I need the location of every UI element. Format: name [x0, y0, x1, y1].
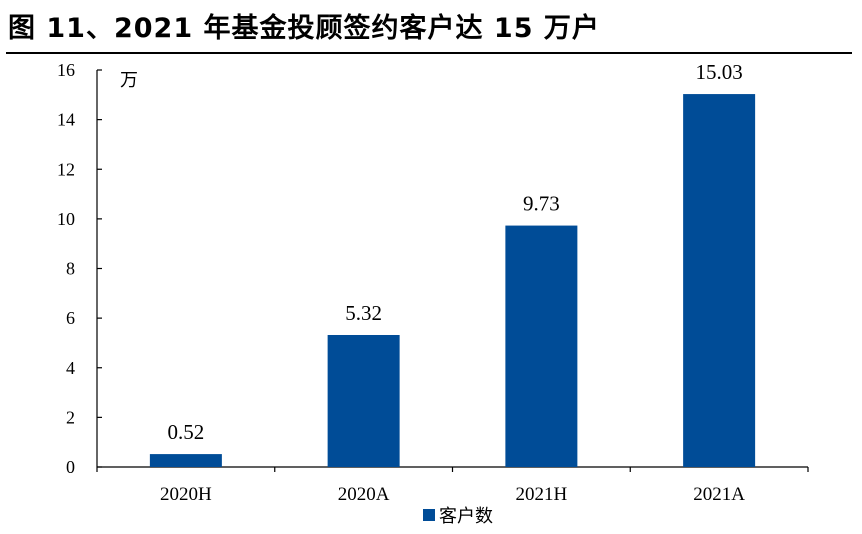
y-axis-ticks: 0 2 4 6 8 10 12 14 16 — [57, 60, 102, 477]
y-tick-label: 14 — [57, 110, 75, 130]
y-tick-label: 0 — [66, 457, 75, 477]
x-tick-label: 2021A — [693, 484, 745, 505]
data-label-2020A: 5.32 — [345, 301, 382, 325]
y-tick-label: 16 — [57, 60, 75, 80]
bar-2020H — [149, 454, 222, 467]
y-tick-label: 4 — [66, 358, 75, 378]
data-labels: 0.52 5.32 9.73 15.03 — [168, 60, 743, 444]
page-title: 图 11、2021 年基金投顾签约客户达 15 万户 — [8, 13, 600, 44]
y-tick-label: 2 — [66, 407, 75, 427]
title-divider — [6, 52, 852, 54]
y-tick-label: 10 — [57, 209, 75, 229]
x-tick-label: 2020A — [338, 484, 390, 505]
data-label-2021A: 15.03 — [696, 60, 743, 84]
bar-2021A — [683, 94, 756, 468]
legend: 客户数 — [423, 506, 493, 527]
y-unit-label: 万 — [120, 70, 138, 91]
x-tick-label: 2021H — [516, 484, 568, 505]
bar-series — [149, 94, 756, 468]
bar-2021H — [505, 225, 578, 467]
y-tick-label: 6 — [66, 308, 75, 328]
x-axis-labels: 2020H 2020A 2021H 2021A — [96, 467, 809, 505]
legend-swatch — [423, 509, 435, 521]
legend-label: 客户数 — [439, 506, 493, 527]
y-tick-label: 12 — [57, 159, 75, 179]
data-label-2020H: 0.52 — [168, 420, 205, 444]
data-label-2021H: 9.73 — [523, 192, 560, 216]
x-tick-label: 2020H — [160, 484, 212, 505]
bar-2020A — [327, 334, 400, 467]
y-tick-label: 8 — [66, 259, 75, 279]
